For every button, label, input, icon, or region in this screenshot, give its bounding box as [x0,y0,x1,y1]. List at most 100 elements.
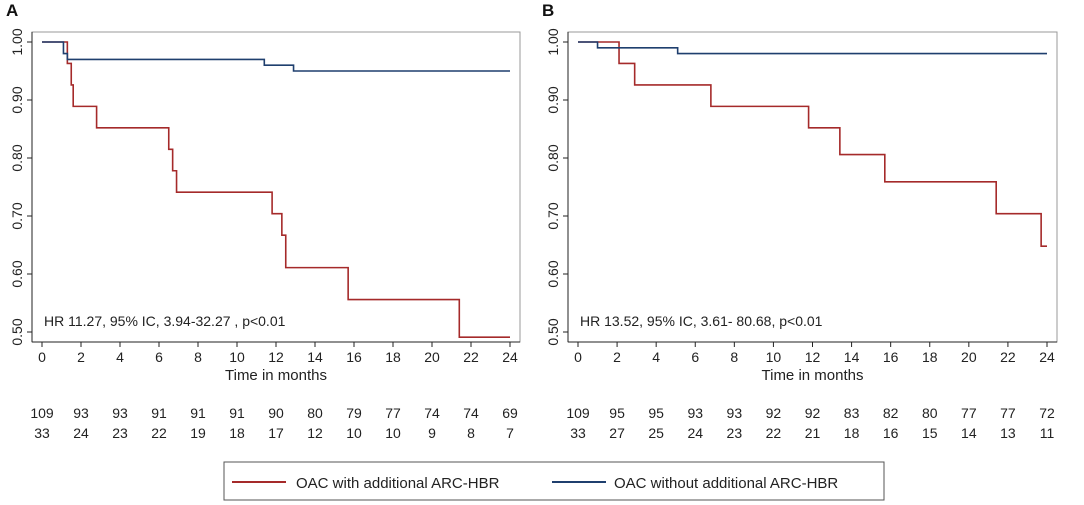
y-tick-label: 0.70 [545,202,561,229]
km-curve-with-arc-hbr [42,41,510,339]
x-axis-title: Time in months [225,367,327,384]
risk-count-without: 25 [648,425,664,441]
risk-count-without: 13 [1000,425,1016,441]
risk-count-without: 23 [112,425,128,441]
risk-count-without: 22 [151,425,167,441]
risk-count-without: 19 [190,425,206,441]
panel-label: A [6,1,18,20]
y-tick-label: 0.60 [545,260,561,287]
panel-a: A0 2 4 6 8 10 12 14 16 18 20 22 240.500.600.700.800.… [6,1,521,441]
risk-count-with: 93 [687,405,703,421]
x-tick-label: 14 [844,349,860,365]
x-tick-label: 2 [77,349,85,365]
risk-count-without: 33 [570,425,586,441]
y-tick-label: 0.50 [9,318,25,345]
risk-count-without: 15 [922,425,938,441]
panel-b: B0 2 4 6 8 10 12 14 16 18 20 22 240.500.600.700.800.… [542,1,1058,441]
y-tick-label: 0.70 [9,202,25,229]
x-tick-label: 22 [1000,349,1016,365]
x-tick-label: 4 [652,349,660,365]
risk-count-with: 80 [307,405,323,421]
risk-count-without: 12 [307,425,323,441]
legend: OAC with additional ARC-HBR OAC without … [223,461,885,501]
y-tick-label: 0.90 [9,86,25,113]
risk-count-without: 27 [609,425,625,441]
risk-count-with: 95 [648,405,664,421]
hr-annotation: HR 11.27, 95% IC, 3.94-32.27 , p<0.01 [44,313,286,329]
risk-count-with: 74 [424,405,440,421]
legend-label-with: OAC with additional ARC-HBR [296,475,500,492]
plot-frame [31,31,521,343]
risk-count-without: 14 [961,425,977,441]
x-tick-label: 12 [268,349,284,365]
risk-count-without: 10 [346,425,362,441]
x-tick-label: 20 [961,349,977,365]
risk-count-without: 7 [506,425,514,441]
risk-count-with: 79 [346,405,362,421]
risk-count-with: 91 [229,405,245,421]
x-tick-label: 22 [463,349,479,365]
risk-count-with: 93 [73,405,89,421]
risk-count-with: 77 [385,405,401,421]
x-tick-label: 24 [502,349,518,365]
x-tick-label: 10 [229,349,245,365]
y-tick-label: 0.80 [545,144,561,171]
risk-count-with: 77 [1000,405,1016,421]
km-curve-without-arc-hbr [578,41,1047,55]
risk-count-without: 22 [766,425,782,441]
risk-count-with: 83 [844,405,860,421]
risk-count-with: 95 [609,405,625,421]
x-tick-label: 8 [730,349,738,365]
risk-count-with: 93 [727,405,743,421]
risk-count-with: 92 [766,405,782,421]
risk-count-with: 90 [268,405,284,421]
x-tick-label: 10 [766,349,782,365]
x-tick-label: 14 [307,349,323,365]
risk-count-without: 23 [727,425,743,441]
x-axis-title: Time in months [762,367,864,384]
risk-count-with: 69 [502,405,518,421]
risk-count-with: 109 [566,405,590,421]
y-tick-label: 0.50 [545,318,561,345]
x-tick-label: 6 [155,349,163,365]
risk-count-without: 9 [428,425,436,441]
x-tick-label: 16 [346,349,362,365]
risk-count-without: 21 [805,425,821,441]
x-tick-label: 2 [613,349,621,365]
plot-frame [567,31,1058,343]
x-tick-label: 20 [424,349,440,365]
risk-count-with: 82 [883,405,899,421]
km-curve-without-arc-hbr [42,41,510,72]
risk-count-without: 11 [1040,425,1055,441]
km-curve-with-arc-hbr [578,41,1047,247]
x-tick-label: 8 [194,349,202,365]
x-tick-label: 18 [922,349,938,365]
risk-count-with: 93 [112,405,128,421]
y-tick-label: 1.00 [545,28,561,55]
panel-label: B [542,1,554,20]
risk-count-without: 10 [385,425,401,441]
y-tick-label: 0.60 [9,260,25,287]
risk-count-without: 18 [844,425,860,441]
legend-label-without: OAC without additional ARC-HBR [614,475,838,492]
risk-count-without: 24 [687,425,703,441]
risk-count-without: 17 [268,425,284,441]
risk-count-with: 91 [151,405,167,421]
risk-count-with: 77 [961,405,977,421]
risk-count-without: 16 [883,425,899,441]
x-tick-label: 12 [805,349,821,365]
risk-count-with: 91 [190,405,206,421]
x-tick-label: 24 [1039,349,1055,365]
risk-count-with: 72 [1039,405,1055,421]
x-tick-label: 0 [574,349,582,365]
y-tick-label: 0.80 [9,144,25,171]
y-tick-label: 1.00 [9,28,25,55]
x-tick-label: 4 [116,349,124,365]
x-tick-label: 6 [691,349,699,365]
risk-count-with: 74 [463,405,479,421]
risk-count-with: 80 [922,405,938,421]
x-tick-label: 16 [883,349,899,365]
x-tick-label: 18 [385,349,401,365]
hr-annotation: HR 13.52, 95% IC, 3.61- 80.68, p<0.01 [580,313,823,329]
